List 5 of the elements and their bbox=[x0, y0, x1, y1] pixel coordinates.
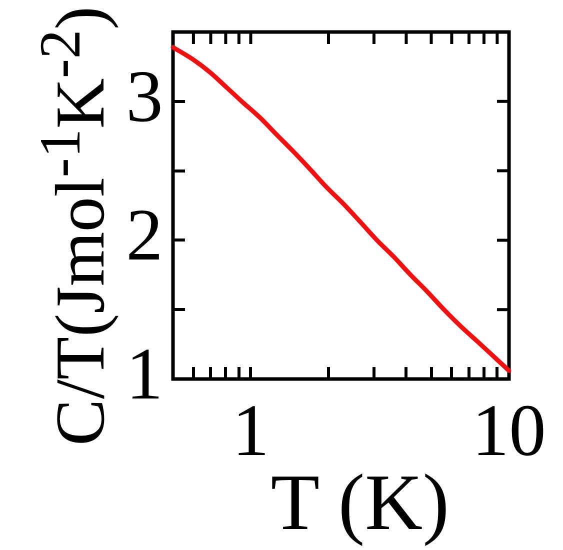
y-tick-label: 2 bbox=[126, 194, 163, 277]
y-tick-label: 1 bbox=[126, 333, 163, 416]
y-tick-label: 3 bbox=[126, 56, 163, 138]
x-axis-title: T (K) bbox=[270, 459, 450, 547]
x-tick-label: 10 bbox=[472, 390, 546, 472]
